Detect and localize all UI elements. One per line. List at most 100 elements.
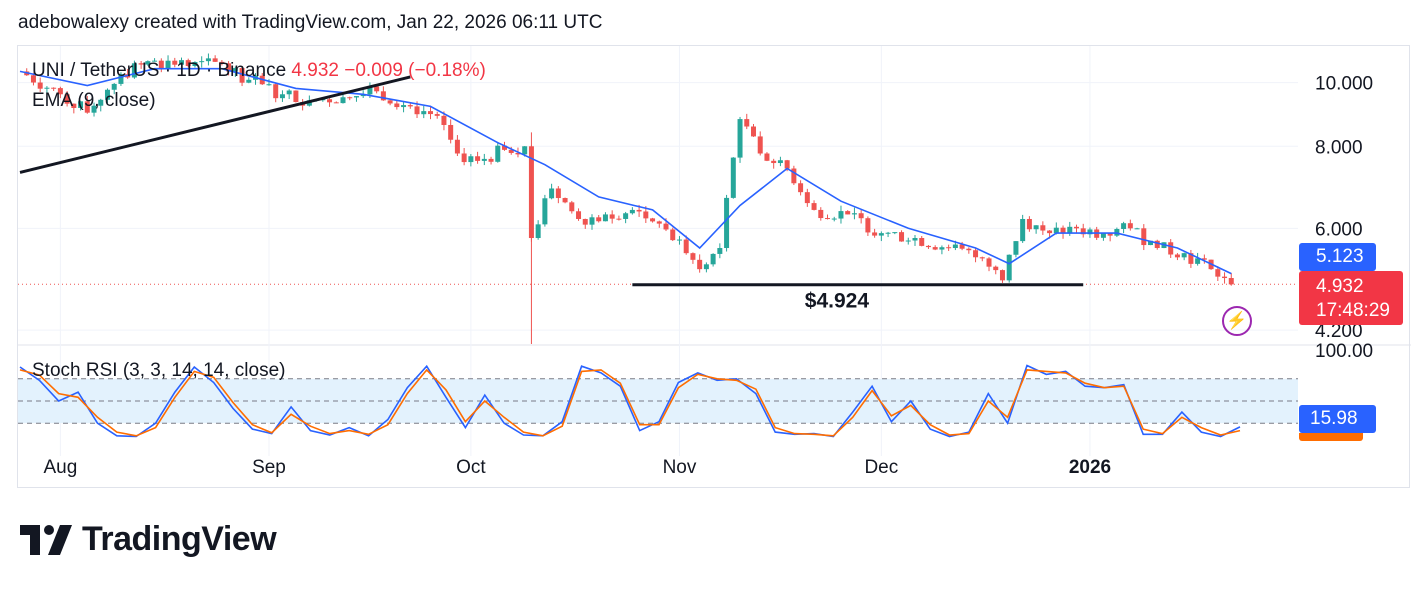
candle-body [831,218,837,220]
ema-value-tag: 5.123 [1299,243,1376,271]
candle-body [454,139,460,154]
candle-body [165,60,171,69]
candle-body [347,97,353,99]
candle-body [683,239,689,254]
candle-body [1195,258,1201,264]
candle-body [636,209,642,212]
candle-body [690,253,696,260]
tradingview-logo[interactable]: TradingView [20,520,277,559]
candle-body [1026,218,1032,230]
candle-body [966,248,972,251]
stoch-y-tick-label: 100.00 [1315,341,1373,362]
legend-stoch: Stoch RSI (3, 3, 14, 14, close) [32,360,286,381]
candle-body [737,119,743,158]
candle-body [899,232,905,242]
grid-layer [18,46,1411,456]
candle-body [925,245,931,248]
candle-body [219,61,225,64]
price-value-tag: 4.932 17:48:29 [1299,271,1403,325]
x-tick-label: Dec [864,457,898,478]
x-tick-label: Oct [456,457,486,478]
candle-body [798,183,804,193]
candle-body [461,153,467,163]
lightning-bolt-icon[interactable]: ⚡ [1222,306,1252,336]
candle-body [1033,225,1039,230]
candle-body [1073,226,1079,229]
price-tag-value: 4.932 [1316,276,1364,297]
candle-body [892,232,898,234]
legend-ema: EMA (9, close) [32,90,156,111]
candle-body [1201,258,1207,260]
candle-body [1154,240,1160,249]
candle-body [555,188,561,199]
candle-body [508,149,514,153]
candle-body [226,63,232,72]
legend-price: 4.932 [291,60,339,81]
candle-body [185,60,191,66]
candle-body [205,58,211,62]
trend-line [19,75,411,174]
candle-body [952,244,958,249]
legend-change: −0.009 (−0.18%) [344,60,486,81]
candle-body [502,145,508,150]
candle-body [1087,229,1093,235]
candle-body [421,111,427,115]
candle-body [138,63,144,65]
candle-body [394,103,400,108]
candle-body [1121,223,1127,229]
candle-body [1134,228,1140,230]
candle-body [609,214,615,219]
candle-body [804,192,810,204]
candle-body [286,90,292,95]
candle-body [266,84,272,86]
candle-body [643,211,649,219]
stoch-value-tag: 15.98 [1299,405,1376,433]
candle-body [905,240,911,242]
candle-body [986,258,992,267]
support-label: $4.924 [805,290,870,313]
candle-body [179,60,185,65]
candle-body [1228,278,1234,285]
candle-layer [24,53,1234,344]
chart-frame[interactable]: 10.000 8.000 6.000 4.200 100.00 Aug Sep Oct Nov D… [17,45,1411,489]
candle-body [764,153,770,161]
candle-body [811,203,817,210]
candle-body [30,75,36,83]
candle-body [777,160,783,164]
candle-body [1188,253,1194,264]
candle-body [676,239,682,241]
candle-body [522,146,528,155]
candle-body [104,89,110,100]
candle-body [535,224,541,239]
candle-body [703,264,709,270]
candle-body [973,250,979,258]
candle-body [1060,227,1066,234]
candle-body [912,238,918,241]
tradingview-logo-icon [20,524,72,555]
candle-body [192,62,198,66]
y-tick-label: 10.000 [1315,74,1373,95]
candle-body [858,213,864,219]
candle-body [549,188,555,199]
candle-body [1168,242,1174,255]
candle-body [1047,230,1053,234]
candle-body [172,60,178,65]
candle-body [98,99,104,106]
candle-body [979,257,985,259]
candle-body [360,94,366,97]
candle-body [993,266,999,271]
candle-body [999,270,1005,281]
candle-body [919,238,925,246]
x-tick-label: Nov [663,457,697,478]
candle-body [757,136,763,154]
candle-body [1067,226,1073,234]
candle-body [232,68,238,72]
candle-body [1174,254,1180,258]
candle-body [818,209,824,219]
candle-body [1181,253,1187,258]
candle-body [771,160,777,164]
candle-body [1013,241,1019,255]
candle-body [131,63,137,78]
legend-symbol: UNI / TetherUS · 1D · Binance [32,60,287,81]
